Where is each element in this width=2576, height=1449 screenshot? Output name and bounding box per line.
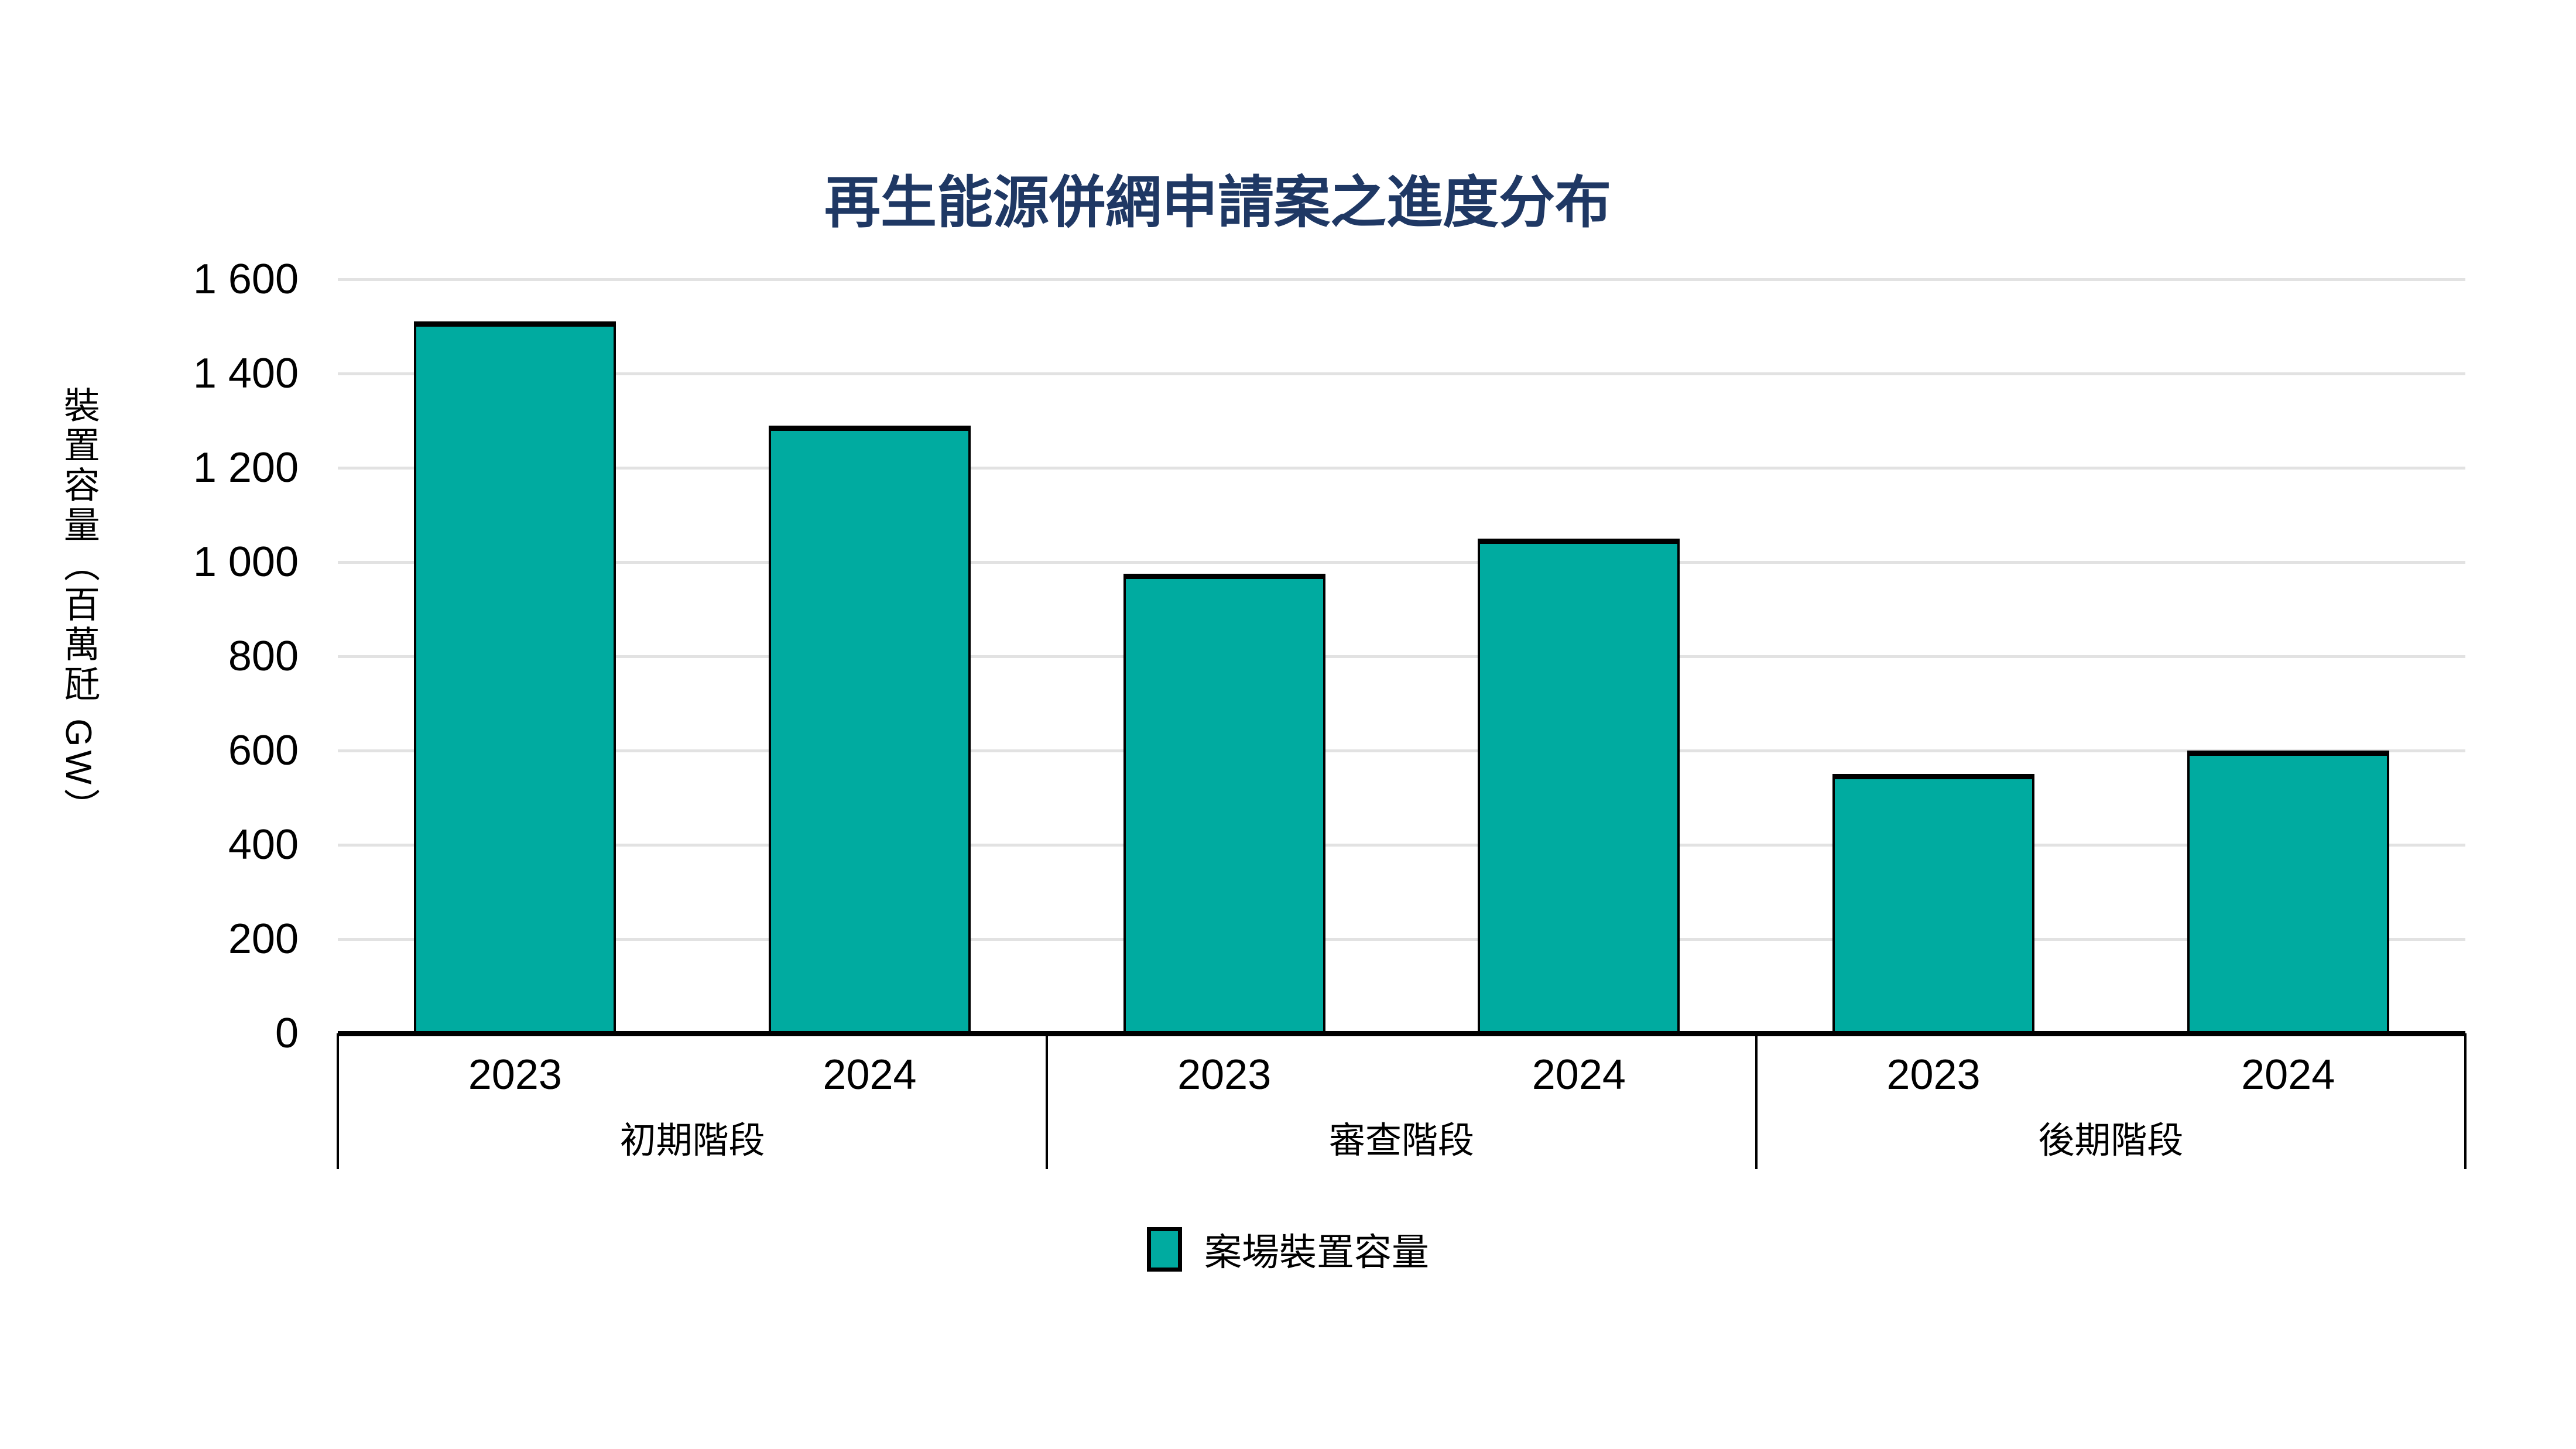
group-separator (2464, 1033, 2467, 1169)
x-category-label: 2023 (1886, 1051, 1981, 1098)
x-group-label: 後期階段 (2038, 1121, 2184, 1161)
x-group-label: 初期階段 (619, 1121, 765, 1161)
x-group-label: 審查階段 (1328, 1121, 1475, 1161)
x-axis-line (338, 1031, 2465, 1036)
bar (1123, 574, 1325, 1033)
legend: 案場裝置容量 (1147, 1222, 1429, 1276)
y-tick-label: 800 (228, 633, 299, 680)
bar (1478, 538, 1680, 1033)
legend-swatch-icon (1147, 1227, 1182, 1272)
y-tick-label: 1 000 (193, 539, 299, 585)
group-separator (1046, 1033, 1049, 1169)
x-category-label: 2023 (1177, 1051, 1272, 1098)
y-tick-label: 600 (228, 727, 299, 774)
gridline (338, 466, 2465, 470)
y-tick-label: 400 (228, 821, 299, 868)
bar (1832, 774, 2034, 1033)
chart-title: 再生能源併網申請案之進度分布 (824, 172, 1611, 234)
y-tick-label: 0 (275, 1010, 299, 1057)
gridline (338, 655, 2465, 658)
y-tick-label: 1 400 (193, 350, 299, 397)
group-separator (337, 1033, 339, 1169)
bar (2187, 751, 2389, 1033)
x-category-label: 2023 (468, 1051, 562, 1098)
y-axis-label: 裝置容量（百萬瓩 GW） (58, 386, 98, 828)
bar (769, 425, 971, 1033)
gridline (338, 937, 2465, 941)
gridline (338, 278, 2465, 281)
x-category-label: 2024 (823, 1051, 917, 1098)
y-tick-label: 1 200 (193, 444, 299, 491)
gridline (338, 372, 2465, 375)
x-category-label: 2024 (2241, 1051, 2335, 1098)
y-tick-label: 1 600 (193, 256, 299, 303)
gridline (338, 560, 2465, 564)
y-tick-label: 200 (228, 916, 299, 962)
bar (414, 321, 616, 1033)
gridline (338, 749, 2465, 752)
gridline (338, 843, 2465, 847)
legend-label: 案場裝置容量 (1204, 1231, 1429, 1273)
group-separator (1755, 1033, 1758, 1169)
x-category-label: 2024 (1532, 1051, 1626, 1098)
